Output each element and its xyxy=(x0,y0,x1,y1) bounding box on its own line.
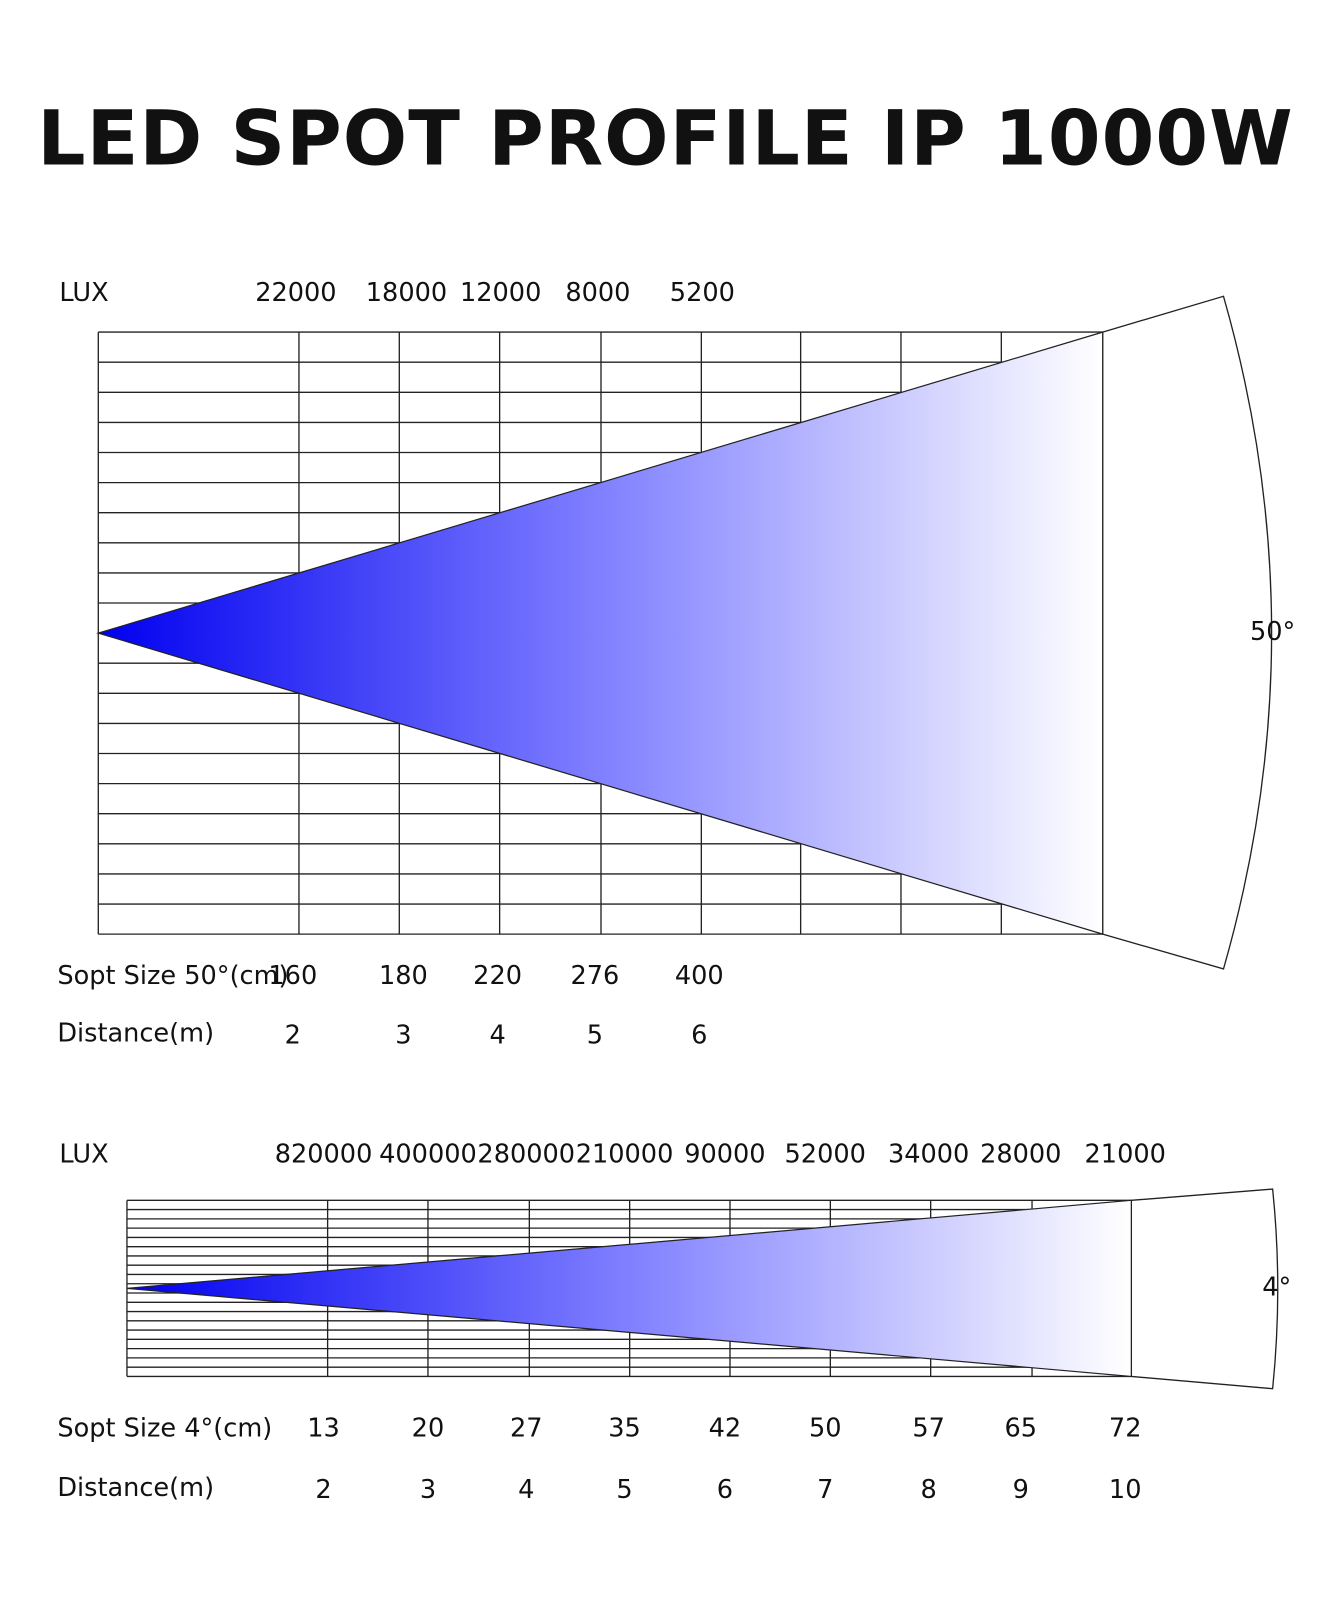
lux-value: 28000 xyxy=(980,1139,1061,1169)
distance-value: 7 xyxy=(817,1475,833,1505)
spot-value: 180 xyxy=(379,961,428,991)
lux-value: 820000 xyxy=(275,1139,373,1169)
spot-value: 27 xyxy=(510,1414,543,1444)
title: LED SPOT PROFILE IP 1000W xyxy=(37,95,1293,183)
distance-value: 2 xyxy=(285,1021,301,1051)
lux-value: 12000 xyxy=(460,278,541,308)
spot-value: 400 xyxy=(675,961,724,991)
spot-value: 160 xyxy=(268,961,317,991)
lux-value: 52000 xyxy=(785,1139,866,1169)
distance-value: 3 xyxy=(395,1021,411,1051)
beam-extension xyxy=(1131,1188,1279,1390)
distance-value: 2 xyxy=(315,1475,331,1505)
lux-value: 22000 xyxy=(255,278,336,308)
lux-value: 5200 xyxy=(670,278,735,308)
lux-value: 400000 xyxy=(379,1139,477,1169)
spot-label: Sopt Size 4°(cm) xyxy=(57,1414,272,1444)
lux-value: 18000 xyxy=(366,278,447,308)
lux-value: 21000 xyxy=(1085,1139,1166,1169)
lux-label: LUX xyxy=(59,278,108,308)
spot-value: 220 xyxy=(473,961,522,991)
distance-value: 4 xyxy=(518,1475,534,1505)
distance-value: 4 xyxy=(489,1021,505,1051)
distance-value: 10 xyxy=(1109,1475,1142,1505)
distance-value: 6 xyxy=(717,1475,733,1505)
lux-value: 8000 xyxy=(565,278,630,308)
lux-label: LUX xyxy=(59,1139,108,1169)
spot-value: 20 xyxy=(412,1414,445,1444)
beam xyxy=(96,331,1104,935)
spot-value: 57 xyxy=(912,1414,945,1444)
lux-value: 34000 xyxy=(888,1139,969,1169)
lux-value: 280000 xyxy=(477,1139,575,1169)
spot-value: 72 xyxy=(1109,1414,1142,1444)
spot-value: 35 xyxy=(608,1414,641,1444)
lux-value: 210000 xyxy=(576,1139,674,1169)
beam-extension xyxy=(1102,295,1273,970)
distance-value: 6 xyxy=(691,1021,707,1051)
spot-value: 13 xyxy=(307,1414,340,1444)
distance-label: Distance(m) xyxy=(57,1018,214,1048)
distance-value: 5 xyxy=(616,1475,632,1505)
distance-value: 5 xyxy=(587,1021,603,1051)
spot-value: 42 xyxy=(709,1414,742,1444)
distance-value: 9 xyxy=(1013,1475,1029,1505)
spot-value: 65 xyxy=(1004,1414,1037,1444)
distance-value: 8 xyxy=(920,1475,936,1505)
angle-label: 50° xyxy=(1250,617,1295,647)
beam xyxy=(126,1199,1132,1378)
lux-value: 90000 xyxy=(684,1139,765,1169)
spot-value: 276 xyxy=(570,961,619,991)
spot-value: 50 xyxy=(809,1414,842,1444)
distance-label: Distance(m) xyxy=(57,1473,214,1503)
distance-value: 3 xyxy=(420,1475,436,1505)
angle-label: 4° xyxy=(1262,1272,1291,1302)
spot-label: Sopt Size 50°(cm) xyxy=(57,961,288,991)
